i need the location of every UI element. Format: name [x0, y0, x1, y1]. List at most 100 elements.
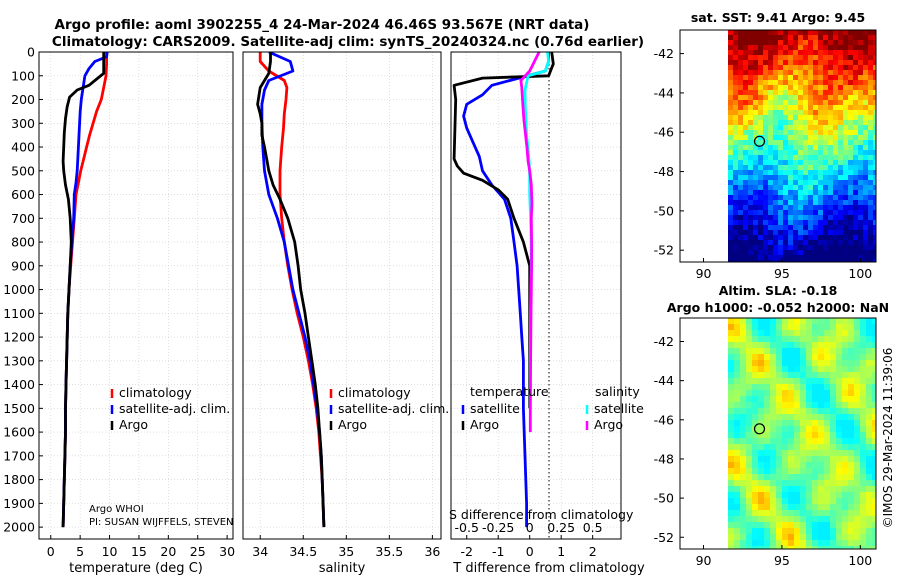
sla-cell	[860, 384, 866, 390]
sla-cell	[740, 480, 746, 486]
sst-cell	[873, 55, 876, 60]
sla-cell	[806, 534, 812, 540]
sla-argo-position-marker	[753, 423, 766, 435]
sla-cell	[812, 546, 818, 549]
sla-cell	[782, 510, 788, 516]
sst-cell	[828, 170, 833, 175]
sla-cell	[830, 396, 836, 402]
sst-cell	[843, 250, 848, 255]
sla-cell	[734, 462, 740, 468]
sst-cell	[758, 65, 763, 70]
sst-cell	[843, 30, 848, 35]
sla-cell	[758, 330, 764, 336]
sla-cell	[836, 330, 842, 336]
sla-cell	[824, 504, 830, 510]
sla-cell	[740, 348, 746, 354]
sla-cell	[770, 468, 776, 474]
sla-cell	[782, 546, 788, 549]
sla-cell	[836, 354, 842, 360]
sla-cell	[788, 384, 794, 390]
sst-cell	[773, 110, 778, 115]
temperature-tick-labels: 0 5 10 15 20 25 30	[47, 535, 235, 559]
sla-cell	[860, 426, 866, 432]
sst-cell	[853, 245, 858, 250]
sla-cell	[800, 486, 806, 492]
sla-cell	[830, 372, 836, 378]
sst-cell	[848, 85, 853, 90]
sst-cell	[858, 85, 863, 90]
sla-cell	[788, 480, 794, 486]
sst-cell	[823, 190, 828, 195]
sst-cell	[748, 175, 753, 180]
sla-longitude-tick-labels: 90 95 100	[696, 545, 872, 568]
salinity-axes-box	[242, 51, 442, 540]
x-tick-label: 5	[76, 544, 84, 559]
sla-cell	[854, 456, 860, 462]
sla-cell	[788, 468, 794, 474]
sst-cell	[848, 210, 853, 215]
sst-cell	[753, 55, 758, 60]
legend-satellite-label: satellite-adj. clim.	[338, 401, 449, 416]
sst-cell	[818, 170, 823, 175]
sla-cell	[824, 432, 830, 438]
sst-cell	[808, 60, 813, 65]
sst-cell	[743, 140, 748, 145]
x-tick-label: 34	[252, 544, 268, 559]
sst-cell	[808, 50, 813, 55]
sst-cell	[743, 235, 748, 240]
sla-cell	[842, 444, 848, 450]
sla-cell	[860, 318, 866, 324]
sst-cell	[868, 75, 873, 80]
sst-cell	[728, 220, 733, 225]
sla-cell	[728, 354, 734, 360]
sst-cell	[828, 35, 833, 40]
sst-cell	[738, 70, 743, 75]
sst-cell	[778, 110, 783, 115]
sla-cell	[872, 336, 876, 342]
sst-cell	[788, 175, 793, 180]
sst-cell	[728, 240, 733, 245]
sst-cell	[873, 85, 876, 90]
sst-cell	[823, 95, 828, 100]
sla-cell	[842, 528, 848, 534]
sla-cell	[872, 438, 876, 444]
sst-cell	[748, 130, 753, 135]
sla-cell	[734, 480, 740, 486]
sla-cell	[860, 480, 866, 486]
sst-cell	[743, 100, 748, 105]
sst-cell	[843, 195, 848, 200]
sla-cell	[764, 456, 770, 462]
sla-cell	[734, 342, 740, 348]
sst-cell	[738, 115, 743, 120]
sst-cell	[793, 40, 798, 45]
sst-cell	[773, 240, 778, 245]
sla-cell	[866, 324, 872, 330]
sst-cell	[843, 80, 848, 85]
sst-cell	[743, 120, 748, 125]
sst-cell	[858, 160, 863, 165]
sst-cell	[843, 125, 848, 130]
sla-cell	[764, 540, 770, 546]
sla-cell	[740, 468, 746, 474]
sst-cell	[813, 140, 818, 145]
sla-cell	[758, 420, 764, 426]
sst-cell	[753, 155, 758, 160]
sst-cell	[833, 50, 838, 55]
sst-cell	[778, 160, 783, 165]
sst-cell	[868, 130, 873, 135]
sst-cell	[783, 110, 788, 115]
sst-cell	[863, 210, 868, 215]
sst-cell	[828, 195, 833, 200]
sst-cell	[793, 195, 798, 200]
sla-cell	[848, 372, 854, 378]
sst-cell	[738, 185, 743, 190]
sst-cell	[808, 225, 813, 230]
sst-cell	[798, 130, 803, 135]
sst-cell	[783, 225, 788, 230]
sst-cell	[798, 230, 803, 235]
sla-cell	[806, 330, 812, 336]
sla-cell	[812, 438, 818, 444]
legend-climatology-label: climatology	[338, 385, 411, 400]
sla-cell	[776, 534, 782, 540]
